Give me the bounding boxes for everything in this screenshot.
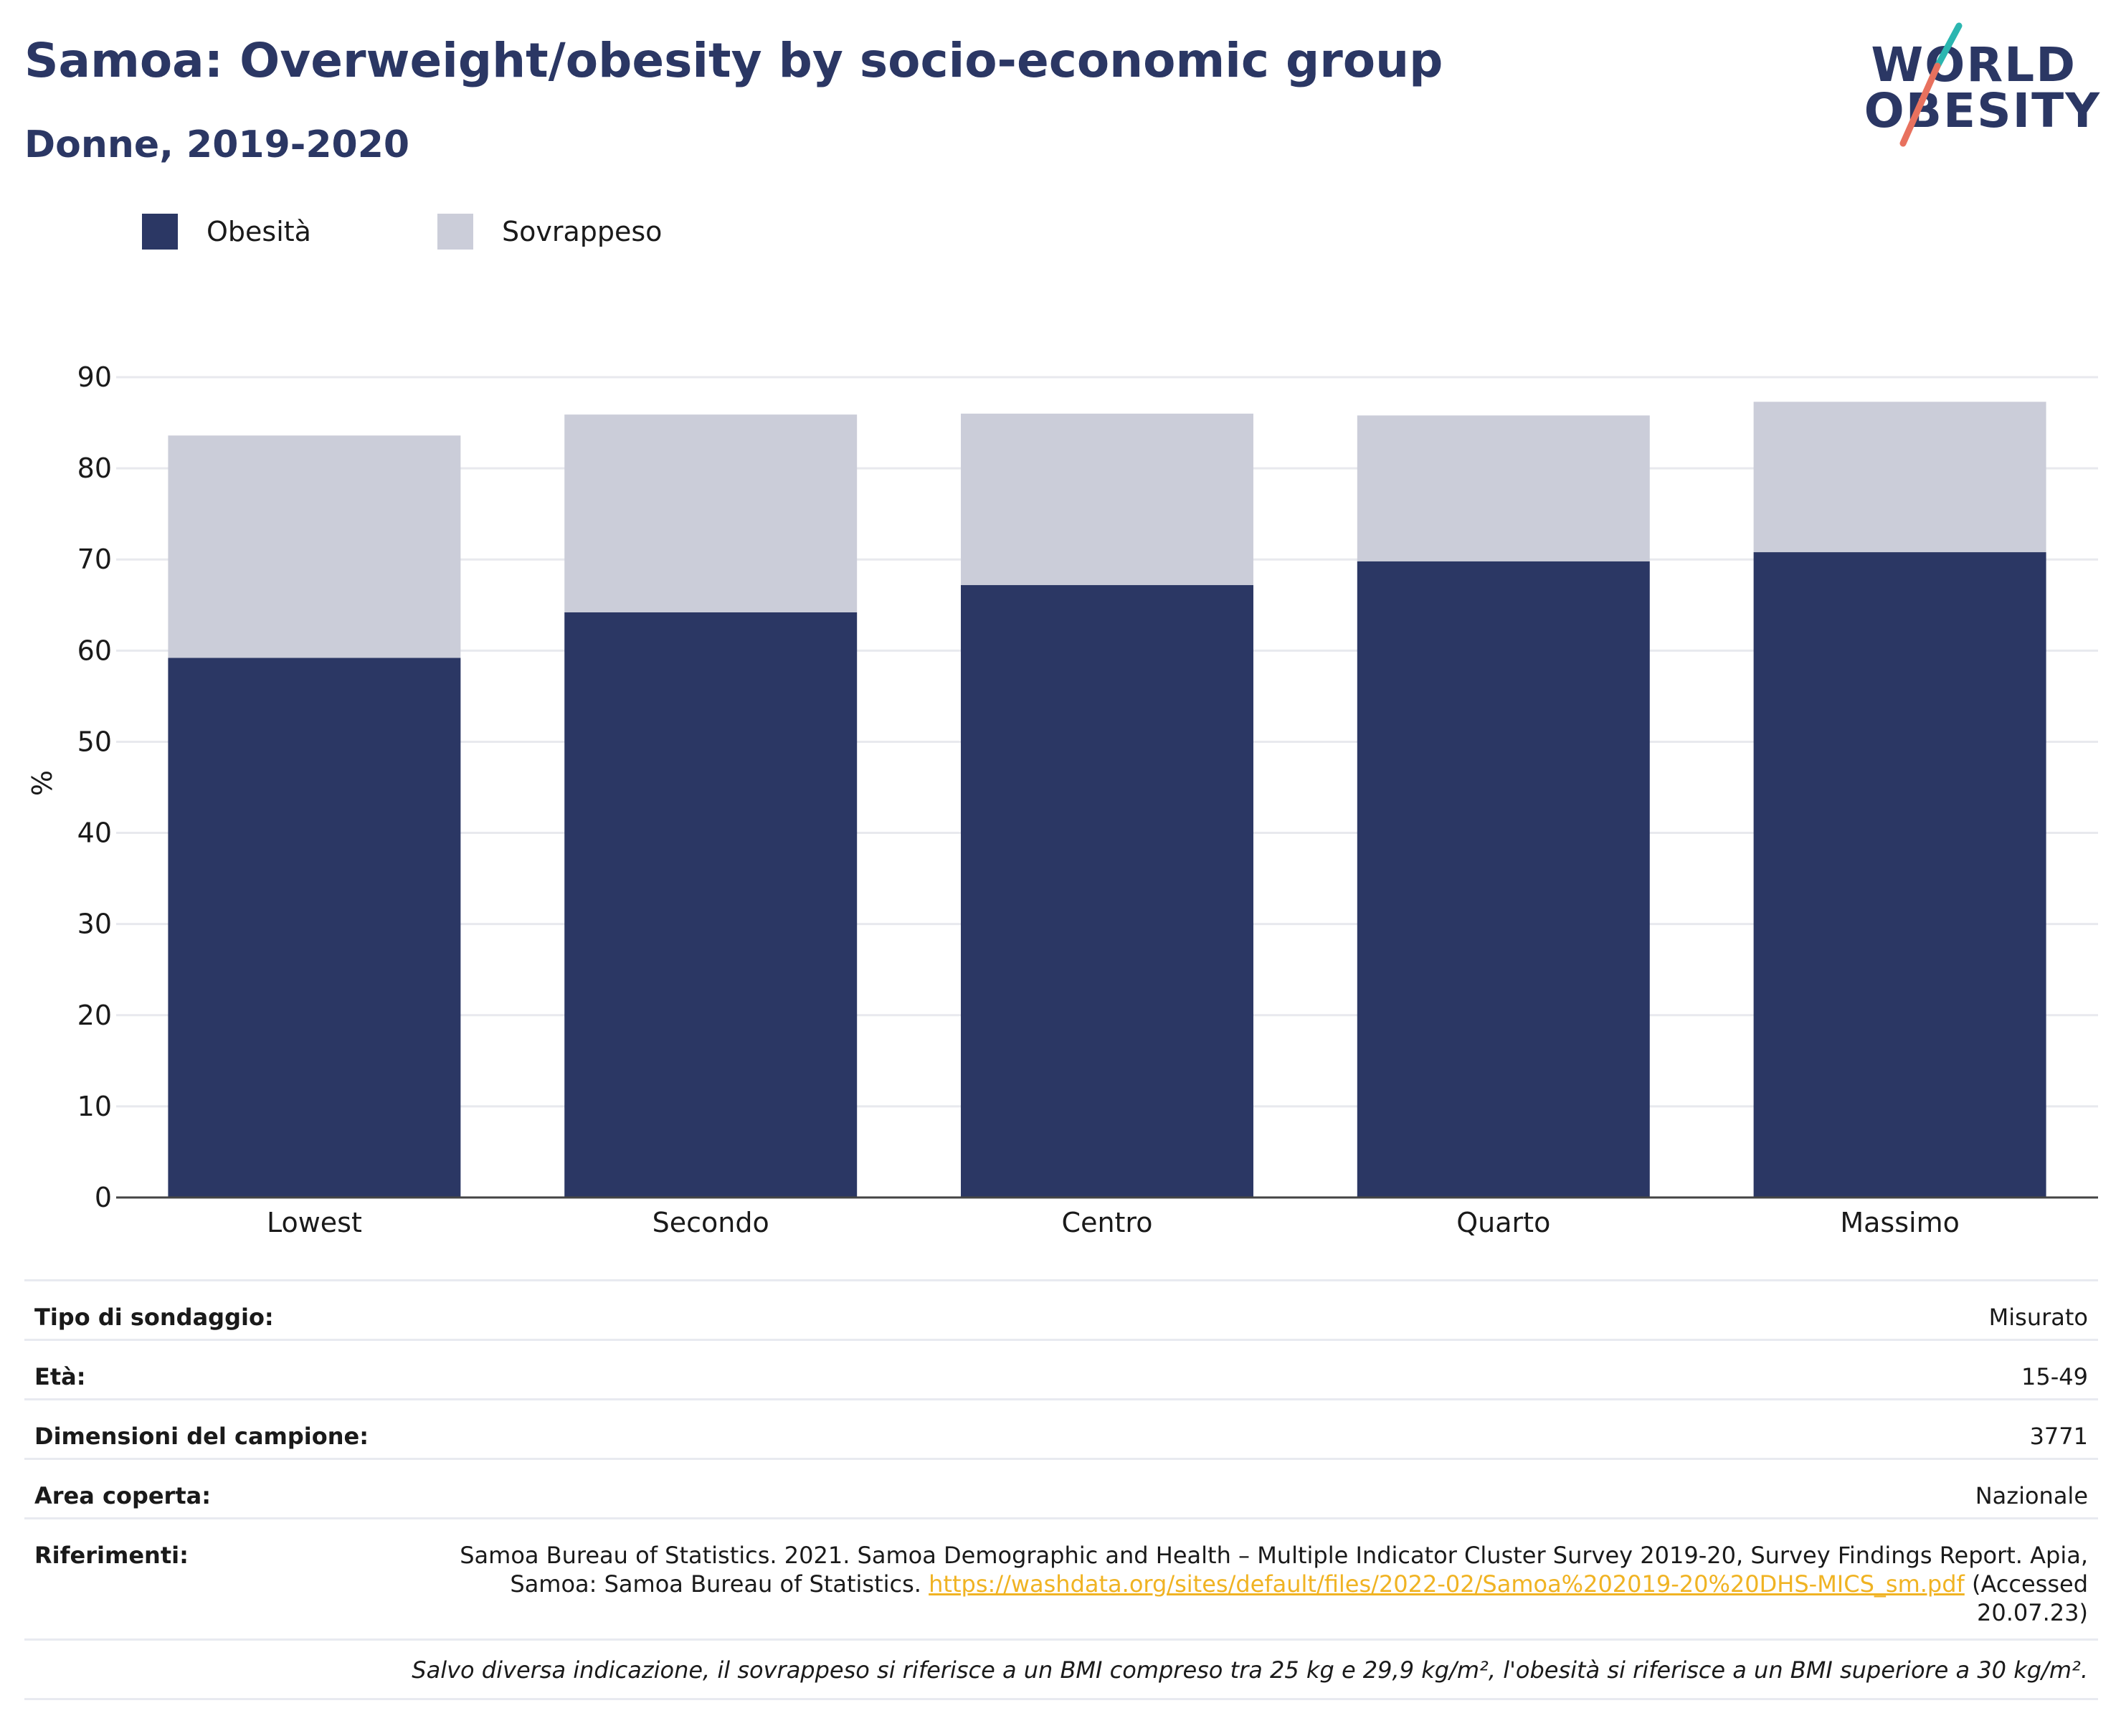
x-tick-label: Centro — [1062, 1207, 1153, 1238]
bar-chart: 0 10 20 30 40 50 60 70 80 90% Lowest Secondo Centro Q… — [27, 361, 2098, 1238]
y-tick-label: 50 — [77, 726, 112, 757]
area-label: Area coperta: — [34, 1482, 212, 1509]
legend-label-overweight: Sovrappeso — [502, 216, 663, 247]
y-tick-label: 80 — [77, 452, 112, 484]
info-row-age: Età: 15-49 — [24, 1339, 2098, 1398]
age-label: Età: — [34, 1363, 86, 1390]
world-obesity-logo: WORLD OBESITY — [1864, 22, 2101, 151]
y-tick-label: 60 — [77, 635, 112, 666]
x-tick-label: Lowest — [267, 1207, 362, 1238]
bar-obesity-centro — [961, 584, 1253, 1197]
age-value: 15-49 — [2021, 1363, 2088, 1390]
x-tick-label: Secondo — [653, 1207, 769, 1238]
info-row-survey-type: Tipo di sondaggio: Misurato — [24, 1279, 2098, 1339]
references-label: Riferimenti: — [34, 1542, 189, 1569]
bmi-footnote: Salvo diversa indicazione, il sovrappeso… — [412, 1656, 2088, 1684]
x-tick-label: Quarto — [1456, 1207, 1550, 1238]
legend-label-obesity: Obesità — [207, 216, 311, 247]
y-tick-label: 20 — [77, 1000, 112, 1031]
x-tick-label: Massimo — [1840, 1207, 1960, 1238]
chart-title: Samoa: Overweight/obesity by socio-econo… — [24, 33, 1443, 88]
y-tick-label: 40 — [77, 817, 112, 849]
logo-line-obesity: OBESITY — [1864, 83, 2101, 138]
references-link[interactable]: https://washdata.org/sites/default/files… — [929, 1570, 1965, 1598]
references-value: Samoa Bureau of Statistics. 2021. Samoa … — [439, 1541, 2088, 1627]
logo-line-world: WORLD — [1871, 37, 2077, 93]
bar-overweight-lowest — [168, 435, 461, 658]
bar-obesity-lowest — [168, 658, 461, 1197]
y-axis-label: % — [27, 770, 58, 796]
bar-overweight-secondo — [564, 414, 858, 612]
chart-subtitle: Donne, 2019-2020 — [24, 123, 410, 166]
bar-obesity-quarto — [1357, 561, 1650, 1197]
references-accessed: (Accessed 20.07.23) — [1971, 1570, 2088, 1626]
info-row-area: Area coperta: Nazionale — [24, 1458, 2098, 1517]
references-text: Samoa Bureau of Statistics. 2021. Samoa … — [460, 1542, 2088, 1598]
y-tick-label: 90 — [77, 361, 112, 393]
survey-type-label: Tipo di sondaggio: — [34, 1304, 274, 1331]
bar-obesity-secondo — [564, 612, 858, 1197]
bar-obesity-massimo — [1753, 552, 2046, 1197]
info-row-references: Riferimenti: Samoa Bureau of Statistics.… — [24, 1517, 2098, 1638]
bar-overweight-quarto — [1357, 415, 1650, 561]
bar-overweight-massimo — [1753, 402, 2046, 553]
area-value: Nazionale — [1975, 1482, 2088, 1509]
legend-swatch-obesity — [142, 214, 178, 250]
sample-size-label: Dimensioni del campione: — [34, 1423, 369, 1450]
bar-overweight-centro — [961, 413, 1253, 585]
y-tick-label: 30 — [77, 909, 112, 940]
info-row-sample-size: Dimensioni del campione: 3771 — [24, 1398, 2098, 1458]
logo-slash-icon — [1899, 22, 1963, 147]
y-tick-label: 70 — [77, 544, 112, 575]
survey-type-value: Misurato — [1988, 1304, 2088, 1331]
sample-size-value: 3771 — [2029, 1423, 2088, 1450]
legend-swatch-overweight — [437, 214, 473, 250]
footnote-row: Salvo diversa indicazione, il sovrappeso… — [24, 1638, 2098, 1700]
y-tick-label: 0 — [95, 1182, 112, 1213]
y-tick-label: 10 — [77, 1091, 112, 1122]
info-table: Tipo di sondaggio: Misurato Età: 15-49 D… — [24, 1279, 2098, 1700]
